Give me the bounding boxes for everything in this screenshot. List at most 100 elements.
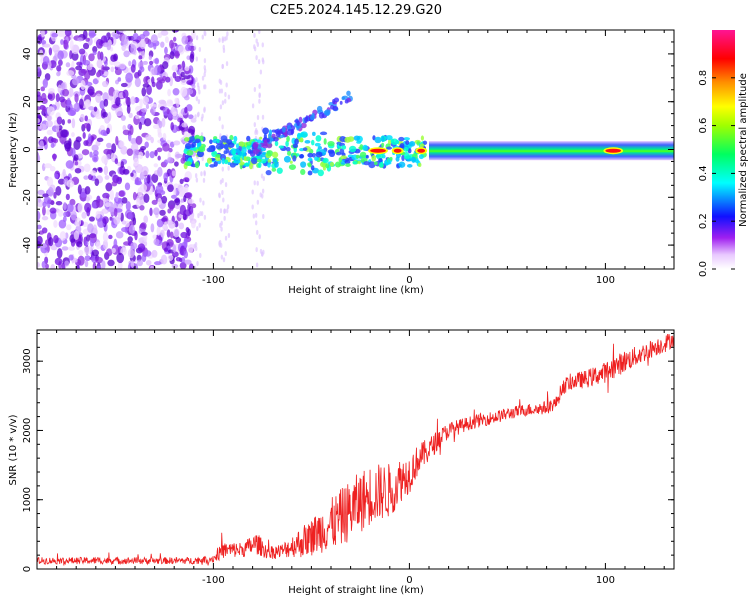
noise-blob xyxy=(139,204,145,211)
noise-blob xyxy=(116,176,122,185)
noise-blob xyxy=(42,78,48,88)
noise-streak xyxy=(256,199,260,205)
noise-blob xyxy=(124,182,131,191)
noise-blob xyxy=(135,135,143,145)
noise-blob xyxy=(83,163,91,173)
noise-streak xyxy=(221,63,224,69)
signal-blob xyxy=(362,144,368,152)
noise-blob xyxy=(174,97,179,104)
noise-streak xyxy=(220,88,224,94)
snr-line xyxy=(37,333,674,566)
noise-blob xyxy=(144,141,149,149)
signal-blob xyxy=(256,159,262,163)
noise-blob xyxy=(63,39,69,50)
noise-blob xyxy=(40,30,45,38)
noise-blob xyxy=(184,95,190,101)
noise-streak xyxy=(199,197,202,203)
signal-blob xyxy=(299,154,305,159)
noise-blob xyxy=(66,203,74,213)
noise-blob xyxy=(139,39,146,50)
branch-blob xyxy=(273,136,279,142)
y-tick-label: -20 xyxy=(22,189,33,205)
noise-blob xyxy=(174,204,181,210)
noise-streak xyxy=(258,83,261,89)
noise-blob xyxy=(71,52,79,61)
noise-blob xyxy=(85,240,89,247)
signal-blob xyxy=(213,161,218,167)
noise-blob xyxy=(126,104,131,114)
noise-blob xyxy=(169,51,175,60)
noise-blob xyxy=(37,261,40,268)
noise-blob xyxy=(65,62,71,68)
noise-blob xyxy=(67,109,76,116)
noise-blob xyxy=(136,110,143,116)
noise-blob xyxy=(140,222,147,230)
signal-blob xyxy=(250,157,258,165)
signal-blob xyxy=(266,150,274,157)
signal-blob xyxy=(322,165,326,171)
noise-blob xyxy=(130,64,136,73)
signal-blob xyxy=(359,151,367,158)
noise-blob xyxy=(61,119,65,126)
noise-blob xyxy=(153,261,162,266)
y-tick-label: 40 xyxy=(22,48,33,61)
noise-blob xyxy=(96,71,101,78)
noise-streak xyxy=(221,166,224,172)
noise-blob xyxy=(191,83,196,90)
noise-blob xyxy=(150,34,158,44)
signal-blob xyxy=(287,150,292,156)
x-tick-label: -100 xyxy=(202,575,225,586)
noise-streak xyxy=(193,265,197,269)
noise-blob xyxy=(77,184,82,195)
colorbar-tick-label: 0.4 xyxy=(698,165,709,181)
noise-blob xyxy=(151,76,155,84)
noise-streak xyxy=(203,84,206,90)
noise-streak xyxy=(256,180,259,186)
noise-blob xyxy=(106,41,112,51)
snr-frame xyxy=(36,329,675,570)
signal-blob xyxy=(285,140,289,147)
signal-blob xyxy=(420,135,424,141)
signal-blob xyxy=(352,161,357,165)
signal-blob xyxy=(223,143,229,150)
noise-blob xyxy=(117,111,124,116)
signal-blob xyxy=(356,140,362,144)
noise-blob xyxy=(127,248,135,259)
noise-blob xyxy=(122,129,130,136)
noise-blob xyxy=(141,166,149,176)
branch-blob xyxy=(266,138,270,143)
noise-blob xyxy=(142,60,149,65)
noise-streak xyxy=(258,234,261,240)
signal-blob xyxy=(344,136,351,143)
signal-blob xyxy=(334,161,342,168)
noise-streak xyxy=(224,182,228,188)
noise-blob xyxy=(53,138,59,144)
noise-blob xyxy=(77,37,83,42)
noise-blob xyxy=(101,64,105,75)
signal-blob xyxy=(408,141,416,147)
branch-blob xyxy=(325,111,330,116)
noise-blob xyxy=(141,87,147,97)
noise-streak xyxy=(196,82,200,88)
noise-streak xyxy=(200,211,204,217)
noise-blob xyxy=(42,193,49,198)
x-tick-label: 100 xyxy=(596,575,615,586)
noise-blob xyxy=(143,193,150,204)
colorbar-tick-label: 0.0 xyxy=(698,261,709,277)
signal-blob xyxy=(398,161,406,168)
noise-blob xyxy=(139,66,145,73)
noise-blob xyxy=(41,215,49,221)
noise-blob xyxy=(160,41,165,48)
noise-streak xyxy=(227,233,231,239)
noise-streak xyxy=(257,59,261,65)
signal-blob xyxy=(235,143,240,149)
signal-blob xyxy=(300,131,308,138)
signal-blob xyxy=(223,150,228,155)
noise-blob xyxy=(82,59,91,66)
noise-blob xyxy=(91,144,99,152)
noise-blob xyxy=(62,201,67,211)
branch-blob xyxy=(286,129,293,136)
noise-blob xyxy=(102,111,108,118)
signal-blob xyxy=(292,155,297,162)
x-tick-label: -100 xyxy=(202,275,225,286)
